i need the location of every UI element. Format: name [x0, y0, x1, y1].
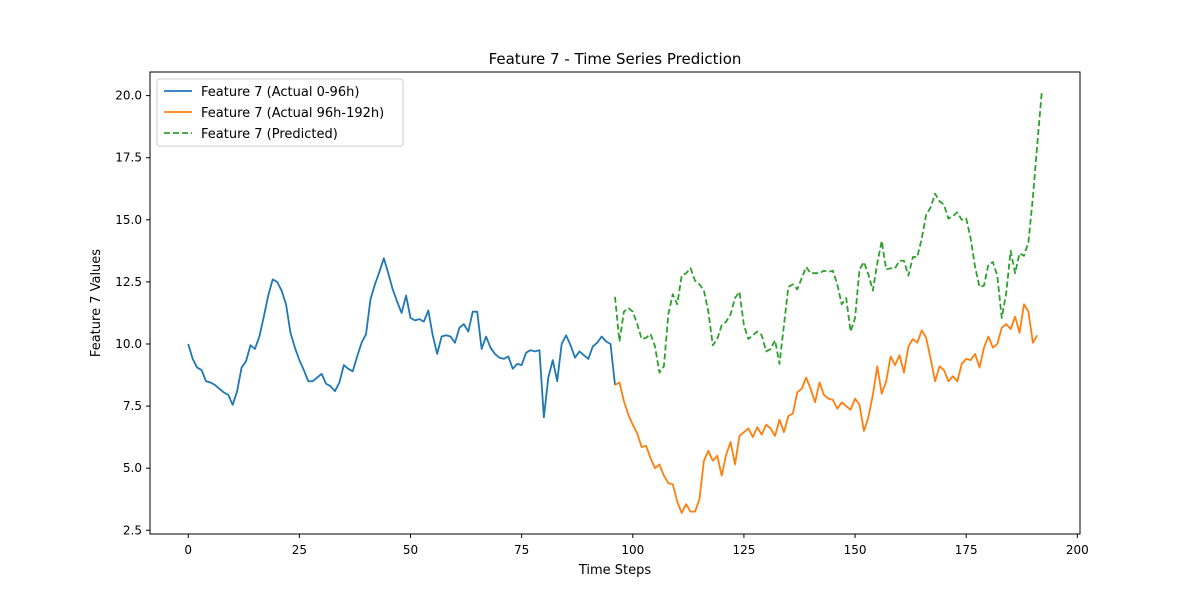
x-tick-label: 125 — [732, 543, 755, 557]
plot-area — [150, 72, 1080, 534]
x-axis-label: Time Steps — [578, 563, 652, 578]
legend: Feature 7 (Actual 0-96h) Feature 7 (Actua… — [156, 78, 404, 147]
x-tick-label: 200 — [1066, 543, 1089, 557]
y-axis-label: Feature 7 Values — [89, 249, 104, 357]
series-layer — [187, 91, 1043, 514]
y-tick-label: 7.5 — [123, 399, 142, 413]
y-tick-label: 12.5 — [115, 275, 142, 289]
legend-label-1: Feature 7 (Actual 0-96h) — [201, 85, 359, 100]
x-axis: 0 25 50 75 100 125 150 175 200 — [184, 534, 1089, 557]
series-line-2 — [614, 303, 1039, 514]
chart-title: Feature 7 - Time Series Prediction — [489, 50, 742, 68]
y-tick-label: 10.0 — [115, 337, 142, 351]
series-line-1 — [187, 257, 616, 419]
x-tick-label: 100 — [621, 543, 644, 557]
x-tick-label: 25 — [292, 543, 307, 557]
y-tick-label: 2.5 — [123, 523, 142, 537]
y-tick-label: 15.0 — [115, 213, 142, 227]
legend-label-3: Feature 7 (Predicted) — [201, 127, 338, 142]
x-tick-label: 150 — [844, 543, 867, 557]
x-tick-label: 75 — [514, 543, 529, 557]
x-tick-label: 50 — [403, 543, 418, 557]
series-line-3 — [614, 91, 1043, 374]
y-tick-label: 17.5 — [115, 151, 142, 165]
x-tick-label: 175 — [955, 543, 978, 557]
plot-frame — [149, 71, 1081, 535]
y-tick-label: 20.0 — [115, 89, 142, 103]
legend-box — [156, 78, 404, 147]
y-tick-label: 5.0 — [123, 461, 142, 475]
x-tick-label: 0 — [184, 543, 192, 557]
legend-label-2: Feature 7 (Actual 96h-192h) — [201, 106, 384, 121]
y-axis: 2.5 5.0 7.5 10.0 12.5 15.0 17.5 20.0 — [115, 89, 150, 537]
